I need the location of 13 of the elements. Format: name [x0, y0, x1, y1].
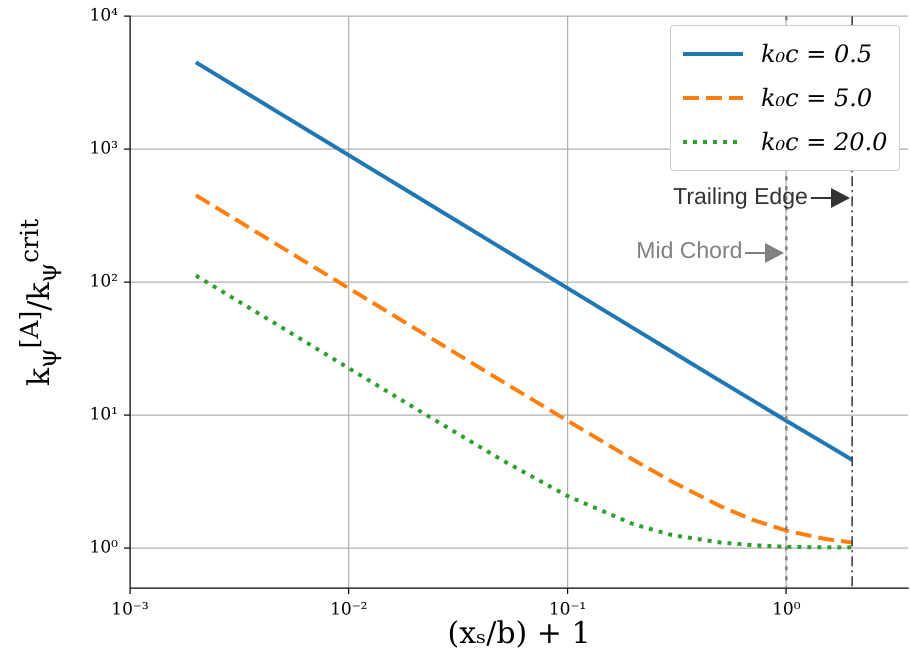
legend-label: k₀c = 20.0 [761, 128, 888, 156]
x-tick-label: 10⁻² [330, 600, 368, 620]
y-tick-label: 10⁴ [90, 6, 118, 26]
y-tick-label: 10² [90, 272, 118, 292]
ref-line-label: Mid Chord [636, 237, 742, 264]
ref-line-label: Trailing Edge [673, 182, 808, 210]
y-tick-label: 10³ [90, 138, 118, 159]
y-tick-label: 10¹ [90, 404, 118, 424]
x-tick-label: 10⁻³ [111, 600, 149, 620]
legend-label: k₀c = 5.0 [761, 84, 872, 112]
y-tick-label: 10⁰ [90, 537, 118, 558]
x-tick-label: 10⁰ [772, 600, 801, 620]
legend-label: k₀c = 0.5 [761, 40, 872, 68]
